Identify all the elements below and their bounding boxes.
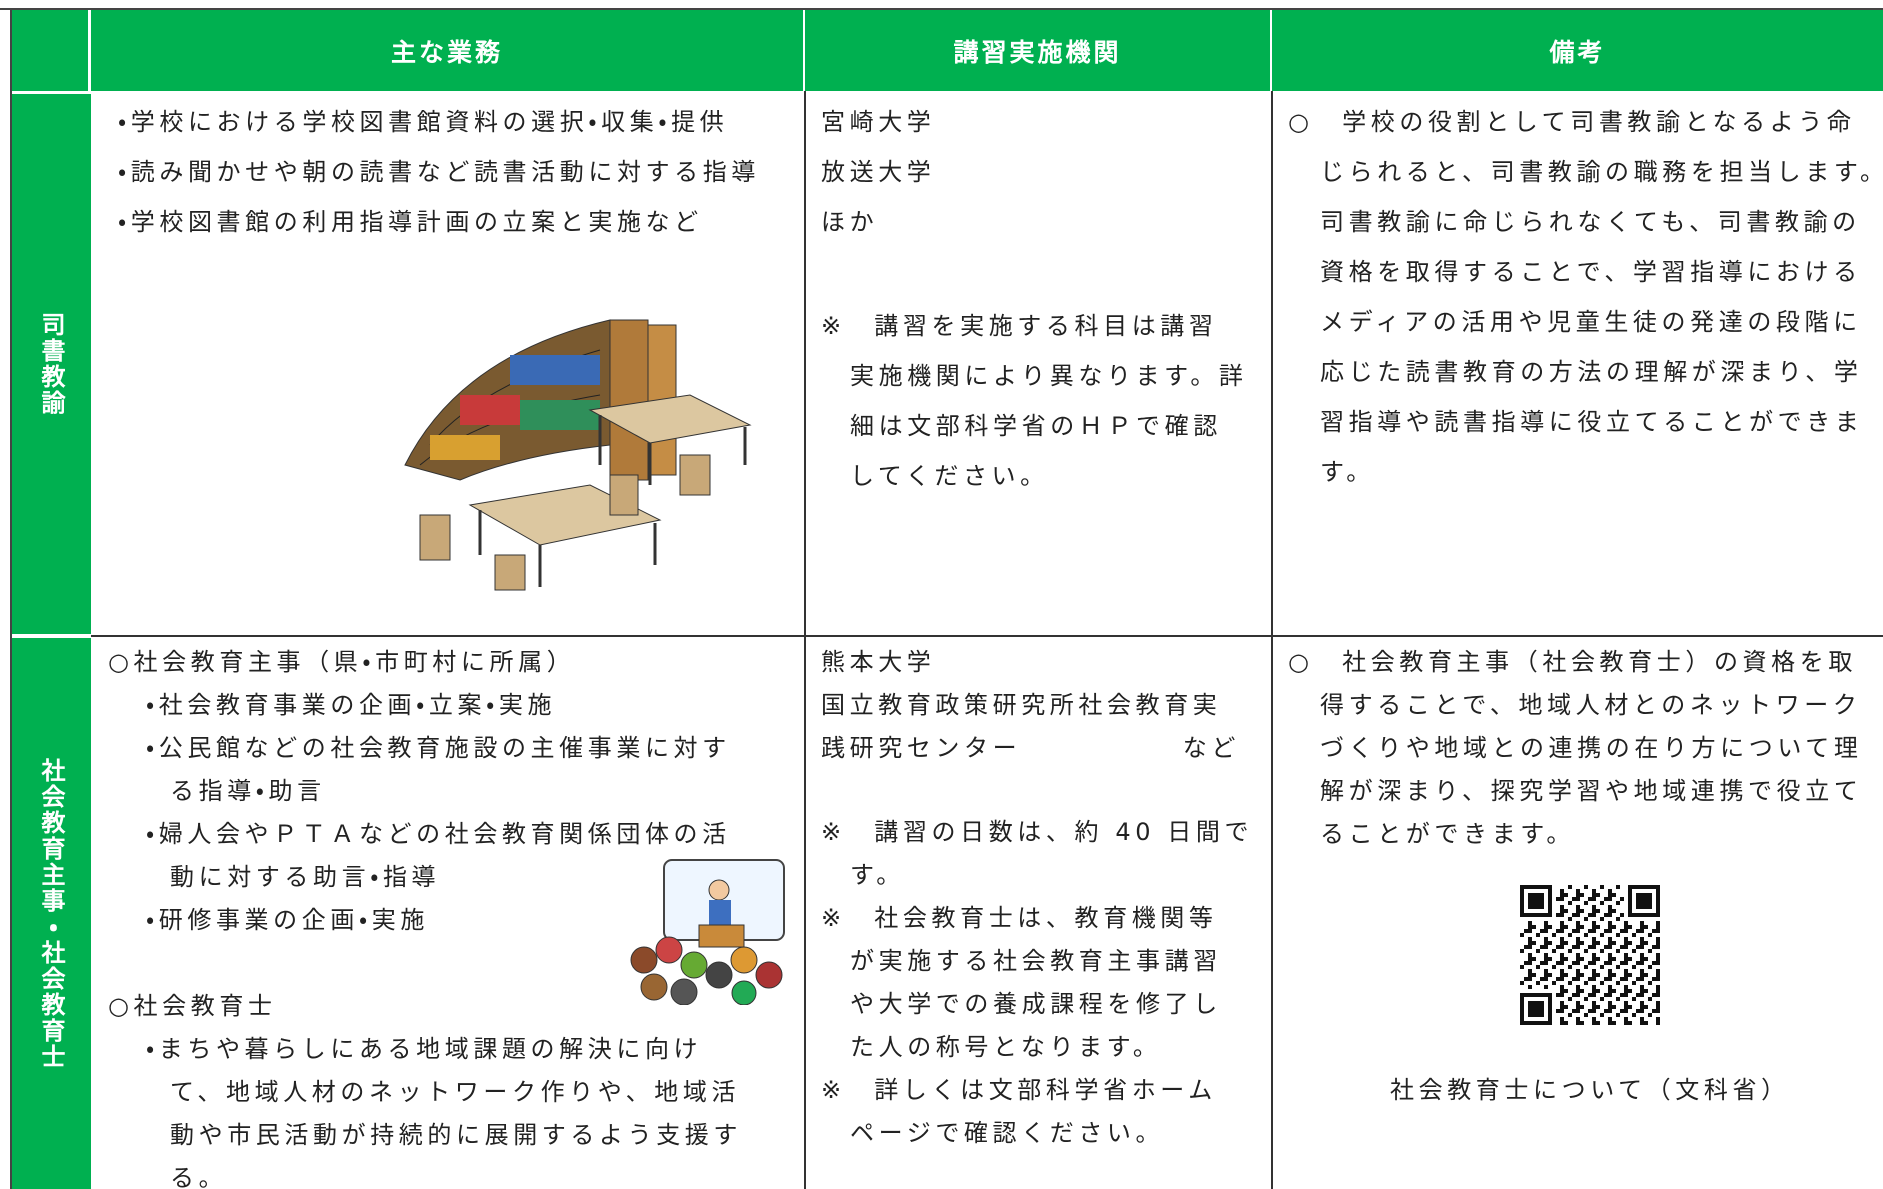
remark-line: ○ 社会教育主事（社会教育士）の資格を取 <box>1288 648 1857 676</box>
header-cell: 講習実施機関 <box>805 10 1272 91</box>
duty-heading: ○社会教育士 <box>108 992 277 1020</box>
duty-line: 動や市民活動が持続的に展開するよう支援す <box>170 1121 742 1149</box>
duty-line: ・社会教育事業の企画・立案・実施 <box>146 691 557 719</box>
remark-line: ○ 学校の役割として司書教諭となるよう命 <box>1288 108 1856 136</box>
duty-line: る指導・助言 <box>170 777 326 805</box>
row-label-text: 社会教育主事・社会教育士 <box>37 757 65 1070</box>
duty-line: ・読み聞かせや朝の読書など読書活動に対する指導 <box>118 158 760 186</box>
duty-line: ・婦人会やＰＴＡなどの社会教育関係団体の活 <box>146 820 731 848</box>
remark-line: 司書教諭に命じられなくても、司書教諭の <box>1320 208 1861 236</box>
institution-note: してください。 <box>850 462 1049 490</box>
duty-line: 動に対する助言・指導 <box>170 863 441 891</box>
remark-line: す。 <box>1320 458 1375 486</box>
remark-line: 応じた読書教育の方法の理解が深まり、学 <box>1320 358 1863 386</box>
border <box>91 635 1883 637</box>
institution-note: ※ 講習の日数は、約 40 日間で <box>821 818 1254 846</box>
institution-note: ※ 詳しくは文部科学省ホーム <box>821 1076 1217 1104</box>
row-label: 社会教育主事・社会教育士 <box>12 636 91 1189</box>
duty-line: ・研修事業の企画・実施 <box>146 906 429 934</box>
border <box>1271 91 1273 1189</box>
remark-line: 得することで、地域人材とのネットワーク <box>1320 691 1862 719</box>
border <box>10 8 12 1189</box>
remark-line: づくりや地域との連携の在り方について理 <box>1320 734 1863 762</box>
header-corner <box>12 10 91 91</box>
header-text: 主な業務 <box>390 37 503 67</box>
institution: 践研究センター <box>821 734 1022 762</box>
header-cell: 備考 <box>1272 10 1883 91</box>
remark-line: じられると、司書教諭の職務を担当します。 <box>1320 158 1883 186</box>
header-text: 備考 <box>1549 37 1606 67</box>
library-illustration <box>404 319 752 591</box>
institution-note: 細は文部科学省のＨＰで確認 <box>850 412 1222 440</box>
institution: 宮崎大学 <box>821 108 936 136</box>
duty-line: ・公民館などの社会教育施設の主催事業に対す <box>146 734 731 762</box>
duty-heading: ○社会教育主事（県・市町村に所属） <box>108 648 576 676</box>
institution-note: ページで確認ください。 <box>850 1119 1165 1147</box>
institution-note: ※ 講習を実施する科目は講習 <box>821 312 1218 340</box>
duty-line: ・まちや暮らしにある地域課題の解決に向け <box>146 1035 703 1063</box>
qr-caption: 社会教育士について（文科省） <box>1390 1076 1790 1104</box>
header-text: 講習実施機関 <box>953 37 1122 67</box>
duty-line: る。 <box>170 1164 228 1189</box>
institution: 放送大学 <box>821 158 936 186</box>
row-label-text: 司書教諭 <box>37 312 65 416</box>
institution-suffix: など <box>1182 734 1240 762</box>
qr-code <box>1520 885 1660 1025</box>
header-cell: 主な業務 <box>91 10 805 91</box>
remark-line: 解が深まり、探究学習や地域連携で役立て <box>1320 777 1863 805</box>
remark-line: ることができます。 <box>1320 820 1575 848</box>
border <box>804 91 806 1189</box>
institution-note: ※ 社会教育士は、教育機関等 <box>821 904 1218 932</box>
institution: 熊本大学 <box>821 648 936 676</box>
border <box>0 8 1883 10</box>
duty-line: て、地域人材のネットワーク作りや、地域活 <box>170 1078 741 1106</box>
institution: ほか <box>821 208 879 236</box>
institution-note: 実施機関により異なります。詳 <box>850 362 1248 390</box>
duty-line: ・学校における学校図書館資料の選択・収集・提供 <box>118 108 729 136</box>
remark-line: 習指導や読書指導に役立てることができま <box>1320 408 1864 436</box>
institution-note: や大学での養成課程を修了し <box>850 990 1222 1018</box>
institution-note: す。 <box>850 861 905 889</box>
institution-note: が実施する社会教育主事講習 <box>850 947 1222 975</box>
remark-line: 資格を取得することで、学習指導における <box>1320 258 1862 286</box>
remark-line: メディアの活用や児童生徒の発達の段階に <box>1320 308 1862 336</box>
duty-line: ・学校図書館の利用指導計画の立案と実施など <box>118 208 703 236</box>
row-label: 司書教諭 <box>12 91 91 636</box>
seminar-illustration <box>630 859 785 1005</box>
institution-note: た人の称号となります。 <box>850 1033 1162 1061</box>
institution: 国立教育政策研究所社会教育実 <box>821 691 1222 719</box>
